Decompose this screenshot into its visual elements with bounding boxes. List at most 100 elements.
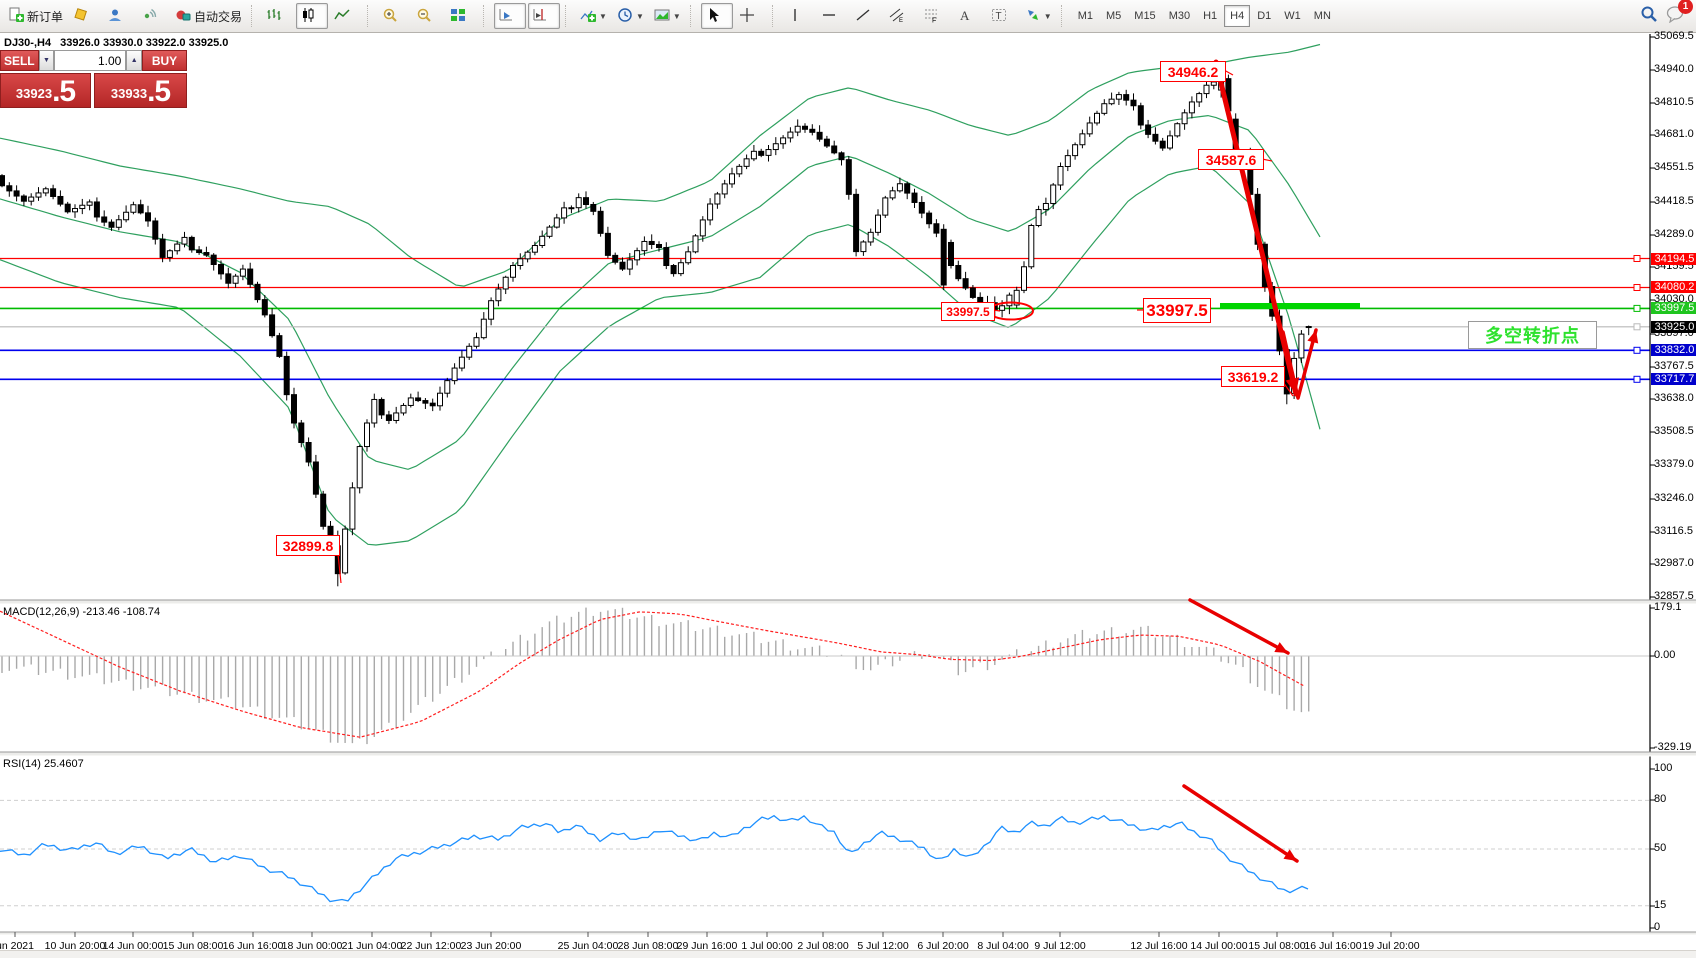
sell-price-tile[interactable]: 33923.5 bbox=[0, 73, 92, 108]
macd-scale-label: -329.19 bbox=[1654, 741, 1692, 753]
market-watch-button[interactable] bbox=[69, 3, 101, 29]
candlestick-chart-button[interactable] bbox=[296, 3, 329, 29]
price-tick-label: 33379.0 bbox=[1654, 458, 1694, 470]
buy-button[interactable]: BUY bbox=[142, 50, 187, 71]
new-order-button[interactable]: 新订单 bbox=[4, 3, 67, 29]
timeframe-m1[interactable]: M1 bbox=[1077, 10, 1093, 22]
zoom-in-button[interactable] bbox=[378, 3, 410, 29]
volume-input[interactable] bbox=[54, 50, 127, 71]
arrows-tool-button[interactable]: ▼ bbox=[1021, 3, 1056, 29]
zoom-out-button[interactable] bbox=[412, 3, 444, 29]
buy-price: 33933 bbox=[110, 86, 148, 101]
time-axis-label: 1 Jul 00:00 bbox=[741, 940, 793, 952]
price-tick-label: 34418.5 bbox=[1654, 195, 1694, 207]
time-axis-label: 2 Jul 08:00 bbox=[797, 940, 849, 952]
candlestick-icon bbox=[300, 7, 316, 26]
price-annotation[interactable]: 34946.2 bbox=[1160, 61, 1226, 82]
auto-trading-icon bbox=[175, 7, 191, 26]
buy-price-pips: .5 bbox=[147, 75, 171, 108]
templates-button[interactable]: ▼ bbox=[650, 3, 685, 29]
timeframe-m5[interactable]: M5 bbox=[1106, 10, 1122, 22]
timeframe-h4[interactable]: H4 bbox=[1224, 5, 1251, 27]
price-tick-label: 33116.5 bbox=[1654, 525, 1693, 537]
bar-chart-button[interactable] bbox=[262, 3, 294, 29]
price-annotation[interactable]: 33997.5 bbox=[941, 302, 995, 321]
price-tick-label: 33638.0 bbox=[1654, 392, 1694, 404]
trendline-button[interactable] bbox=[851, 3, 883, 29]
volume-up-button[interactable]: ▲ bbox=[126, 50, 143, 71]
tile-windows-button[interactable] bbox=[446, 3, 478, 29]
chart-shift-button[interactable] bbox=[528, 3, 561, 29]
price-level-badge: 34080.2 bbox=[1651, 281, 1696, 293]
time-axis-label: un 2021 bbox=[0, 940, 34, 952]
price-level-badge: 33717.7 bbox=[1651, 373, 1696, 385]
sell-button[interactable]: SELL bbox=[0, 50, 39, 71]
yellow-cube-icon bbox=[73, 7, 89, 26]
search-icon[interactable] bbox=[1640, 5, 1658, 28]
symbol-ohlc-values: 33926.0 33930.0 33922.0 33925.0 bbox=[60, 37, 229, 49]
timeframe-d1[interactable]: D1 bbox=[1257, 10, 1272, 22]
rsi-scale-label: 0 bbox=[1654, 921, 1661, 933]
auto-trading-button[interactable]: 自动交易 bbox=[171, 3, 246, 29]
text-icon: A bbox=[957, 7, 973, 26]
buy-price-tile[interactable]: 33933.5 bbox=[94, 73, 187, 108]
price-level-badge: 34194.5 bbox=[1651, 253, 1696, 265]
price-annotation[interactable]: 33997.5 bbox=[1143, 298, 1211, 323]
notifications-chat-icon[interactable]: 1 bbox=[1666, 0, 1693, 28]
timeframe-bar: M1 M5 M15 M30 H1 H4 D1 W1 MN bbox=[1072, 5, 1337, 27]
rsi-scale-label: 80 bbox=[1654, 793, 1667, 805]
clock-icon bbox=[617, 7, 633, 26]
vertical-line-button[interactable] bbox=[783, 3, 815, 29]
price-annotation[interactable]: 34587.6 bbox=[1198, 149, 1264, 170]
time-axis-label: 14 Jun 00:00 bbox=[102, 940, 164, 952]
chart-frame bbox=[0, 34, 1696, 937]
svg-text:A: A bbox=[960, 8, 970, 23]
timeframe-m15[interactable]: M15 bbox=[1134, 10, 1156, 22]
zoom-in-icon bbox=[382, 7, 398, 26]
price-annotation[interactable]: 33619.2 bbox=[1221, 366, 1285, 387]
cursor-button[interactable] bbox=[700, 3, 733, 29]
rsi-scale-label: 50 bbox=[1654, 842, 1667, 854]
periods-button[interactable]: ▼ bbox=[613, 3, 648, 29]
time-axis-label: 23 Jun 20:00 bbox=[460, 940, 522, 952]
template-icon bbox=[654, 7, 670, 26]
signals-button[interactable] bbox=[137, 3, 169, 29]
time-axis-label: 29 Jun 16:00 bbox=[676, 940, 738, 952]
volume-down-button[interactable]: ▼ bbox=[38, 50, 55, 71]
price-tick-label: 34810.5 bbox=[1654, 96, 1694, 108]
chart-shift-icon bbox=[532, 7, 548, 26]
text-button[interactable]: A bbox=[953, 3, 985, 29]
crosshair-button[interactable] bbox=[735, 3, 767, 29]
time-axis-label: 6 Jul 20:00 bbox=[917, 940, 969, 952]
fibonacci-button[interactable]: F bbox=[919, 3, 951, 29]
bar-chart-icon bbox=[266, 7, 282, 26]
line-chart-button[interactable] bbox=[330, 3, 362, 29]
price-tick-label: 34289.0 bbox=[1654, 228, 1694, 240]
price-tick-label: 34681.0 bbox=[1654, 128, 1694, 140]
pivot-note-box[interactable]: 多空转折点 bbox=[1468, 321, 1597, 349]
community-button[interactable] bbox=[103, 3, 135, 29]
auto-scroll-button[interactable] bbox=[494, 3, 527, 29]
toolbar-separator bbox=[367, 5, 373, 27]
zoom-out-icon bbox=[416, 7, 432, 26]
text-label-button[interactable]: T bbox=[987, 3, 1019, 29]
chart-plot[interactable] bbox=[0, 34, 1696, 950]
vertical-line-icon bbox=[787, 7, 803, 26]
time-axis-label: 15 Jul 08:00 bbox=[1248, 940, 1306, 952]
toolbar-right: 1 bbox=[1640, 0, 1693, 28]
timeframe-m30[interactable]: M30 bbox=[1168, 10, 1191, 22]
time-axis-label: 15 Jun 08:00 bbox=[162, 940, 224, 952]
equidistant-channel-button[interactable]: E bbox=[885, 3, 917, 29]
arrows-tool-icon bbox=[1025, 7, 1041, 26]
macd-scale-label: 179.1 bbox=[1654, 601, 1682, 613]
channel-icon: E bbox=[889, 7, 905, 26]
horizontal-line-button[interactable] bbox=[817, 3, 849, 29]
new-order-icon bbox=[8, 7, 24, 26]
rsi-scale-label: 15 bbox=[1654, 899, 1667, 911]
price-annotation[interactable]: 32899.8 bbox=[276, 535, 340, 556]
timeframe-mn[interactable]: MN bbox=[1313, 10, 1331, 22]
timeframe-h1[interactable]: H1 bbox=[1203, 10, 1218, 22]
red-trend-arrows[interactable] bbox=[1182, 59, 1319, 863]
indicators-button[interactable]: ▼ bbox=[576, 3, 611, 29]
timeframe-w1[interactable]: W1 bbox=[1284, 10, 1301, 22]
